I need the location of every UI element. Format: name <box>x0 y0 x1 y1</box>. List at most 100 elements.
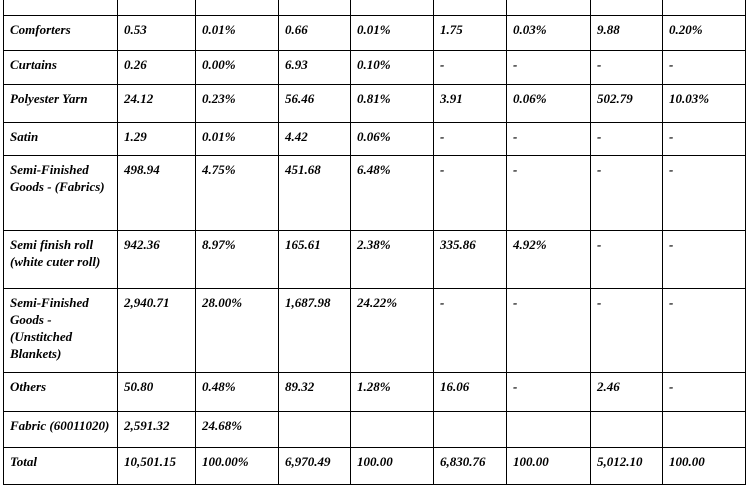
table-cell: Semi-Finished Goods - (Fabrics) <box>3 155 118 231</box>
table-row: Others 50.80 0.48% 89.32 1.28% 16.06-2.46- <box>3 372 746 412</box>
table-row <box>3 0 746 16</box>
table-cell: 0.00% <box>195 50 279 85</box>
table-cell: 0.06% <box>350 122 434 156</box>
table-cell: - <box>662 50 746 85</box>
table-cell: - <box>506 155 591 231</box>
table-cell: - <box>433 50 507 85</box>
table-cell: - <box>662 372 746 412</box>
table-cell: Others <box>3 372 118 412</box>
table-cell: 502.79 <box>590 84 663 123</box>
table-cell: 2.46 <box>590 372 663 412</box>
table-row: Fabric (60011020) 2,591.32 24.68% <box>3 411 746 448</box>
table-cell: 56.46 <box>278 84 351 123</box>
table-cell <box>506 0 591 16</box>
table-cell <box>3 0 118 16</box>
table-cell: 0.23% <box>195 84 279 123</box>
table-cell: - <box>506 122 591 156</box>
table-cell: 0.20% <box>662 15 746 51</box>
table-cell: - <box>590 230 663 289</box>
table-cell: 28.00% <box>195 288 279 373</box>
table-cell: 0.66 <box>278 15 351 51</box>
table-cell <box>350 0 434 16</box>
table-row: Curtains 0.26 0.00% 6.93 0.10% - - - - <box>3 50 746 85</box>
table-cell <box>590 411 663 448</box>
table-cell: 6,970.49 <box>278 447 351 485</box>
table-cell: 6.93 <box>278 50 351 85</box>
table-cell: - <box>590 155 663 231</box>
table-cell <box>662 0 746 16</box>
table-cell: - <box>590 50 663 85</box>
table-cell <box>590 0 663 16</box>
table-cell: 2,591.32 <box>117 411 196 448</box>
table-cell <box>506 411 591 448</box>
table-cell <box>662 411 746 448</box>
table-row: Semi finish roll (white cuter roll) 942.3… <box>3 230 746 289</box>
table-cell: 0.01% <box>195 122 279 156</box>
table-cell: 9.88 <box>590 15 663 51</box>
table-cell: - <box>662 288 746 373</box>
table-cell: 2,940.71 <box>117 288 196 373</box>
table-cell <box>278 411 351 448</box>
table-cell: 0.26 <box>117 50 196 85</box>
table-cell: - <box>662 155 746 231</box>
table-cell <box>195 0 279 16</box>
table-cell: - <box>590 122 663 156</box>
table-cell <box>433 411 507 448</box>
table-cell: - <box>506 50 591 85</box>
table-cell: Fabric (60011020) <box>3 411 118 448</box>
table-cell: 89.32 <box>278 372 351 412</box>
table-cell: 4.42 <box>278 122 351 156</box>
table-cell: 5,012.10 <box>590 447 663 485</box>
table-cell: 335.86 <box>433 230 507 289</box>
table-cell: 10.03% <box>662 84 746 123</box>
table-cell: 0.03% <box>506 15 591 51</box>
table-cell: 1.29 <box>117 122 196 156</box>
table-body: Comforters 0.53 0.01% 0.66 0.01% 1.75 0.03% 9.8… <box>3 0 746 485</box>
table-cell: 6,830.76 <box>433 447 507 485</box>
table-cell <box>350 411 434 448</box>
table-cell: 100.00 <box>662 447 746 485</box>
table-cell: 2.38% <box>350 230 434 289</box>
table-cell: Semi-Finished Goods - (Unstitched Blanke… <box>3 288 118 373</box>
table-cell: 24.12 <box>117 84 196 123</box>
table-cell: 0.81% <box>350 84 434 123</box>
table-row: Semi-Finished Goods - (Fabrics) 498.94 4.7… <box>3 155 746 231</box>
table-cell: 0.01% <box>350 15 434 51</box>
table-row: Satin 1.29 0.01% 4.42 0.06% - - - - <box>3 122 746 156</box>
table-cell: 1,687.98 <box>278 288 351 373</box>
table-cell: 1.75 <box>433 15 507 51</box>
table-cell: 100.00 <box>506 447 591 485</box>
table-cell: Curtains <box>3 50 118 85</box>
table-cell: 24.22% <box>350 288 434 373</box>
table-cell: 10,501.15 <box>117 447 196 485</box>
table-cell: Satin <box>3 122 118 156</box>
data-table: Comforters 0.53 0.01% 0.66 0.01% 1.75 0.03% 9.8… <box>3 0 746 485</box>
table-cell: 451.68 <box>278 155 351 231</box>
table-cell <box>433 0 507 16</box>
table-cell: 4.75% <box>195 155 279 231</box>
table-cell: 498.94 <box>117 155 196 231</box>
table-cell: - <box>590 288 663 373</box>
table-cell: 16.06 <box>433 372 507 412</box>
table-cell: 165.61 <box>278 230 351 289</box>
table-cell <box>278 0 351 16</box>
table-cell: 100.00% <box>195 447 279 485</box>
table-cell: Polyester Yarn <box>3 84 118 123</box>
table-cell: 0.53 <box>117 15 196 51</box>
table-cell: 100.00 <box>350 447 434 485</box>
table-cell: - <box>433 155 507 231</box>
table-cell: - <box>433 288 507 373</box>
table-cell: 3.91 <box>433 84 507 123</box>
table-cell: - <box>662 230 746 289</box>
table-cell: 6.48% <box>350 155 434 231</box>
table-cell <box>117 0 196 16</box>
table-cell: 4.92% <box>506 230 591 289</box>
table-cell: Total <box>3 447 118 485</box>
table-cell: 0.01% <box>195 15 279 51</box>
table-cell: 0.48% <box>195 372 279 412</box>
table-row: Semi-Finished Goods - (Unstitched Blanke… <box>3 288 746 373</box>
table-cell: - <box>433 122 507 156</box>
table-row: Comforters 0.53 0.01% 0.66 0.01% 1.75 0.03% 9.8… <box>3 15 746 51</box>
table-cell: 0.10% <box>350 50 434 85</box>
table-cell: Semi finish roll (white cuter roll) <box>3 230 118 289</box>
